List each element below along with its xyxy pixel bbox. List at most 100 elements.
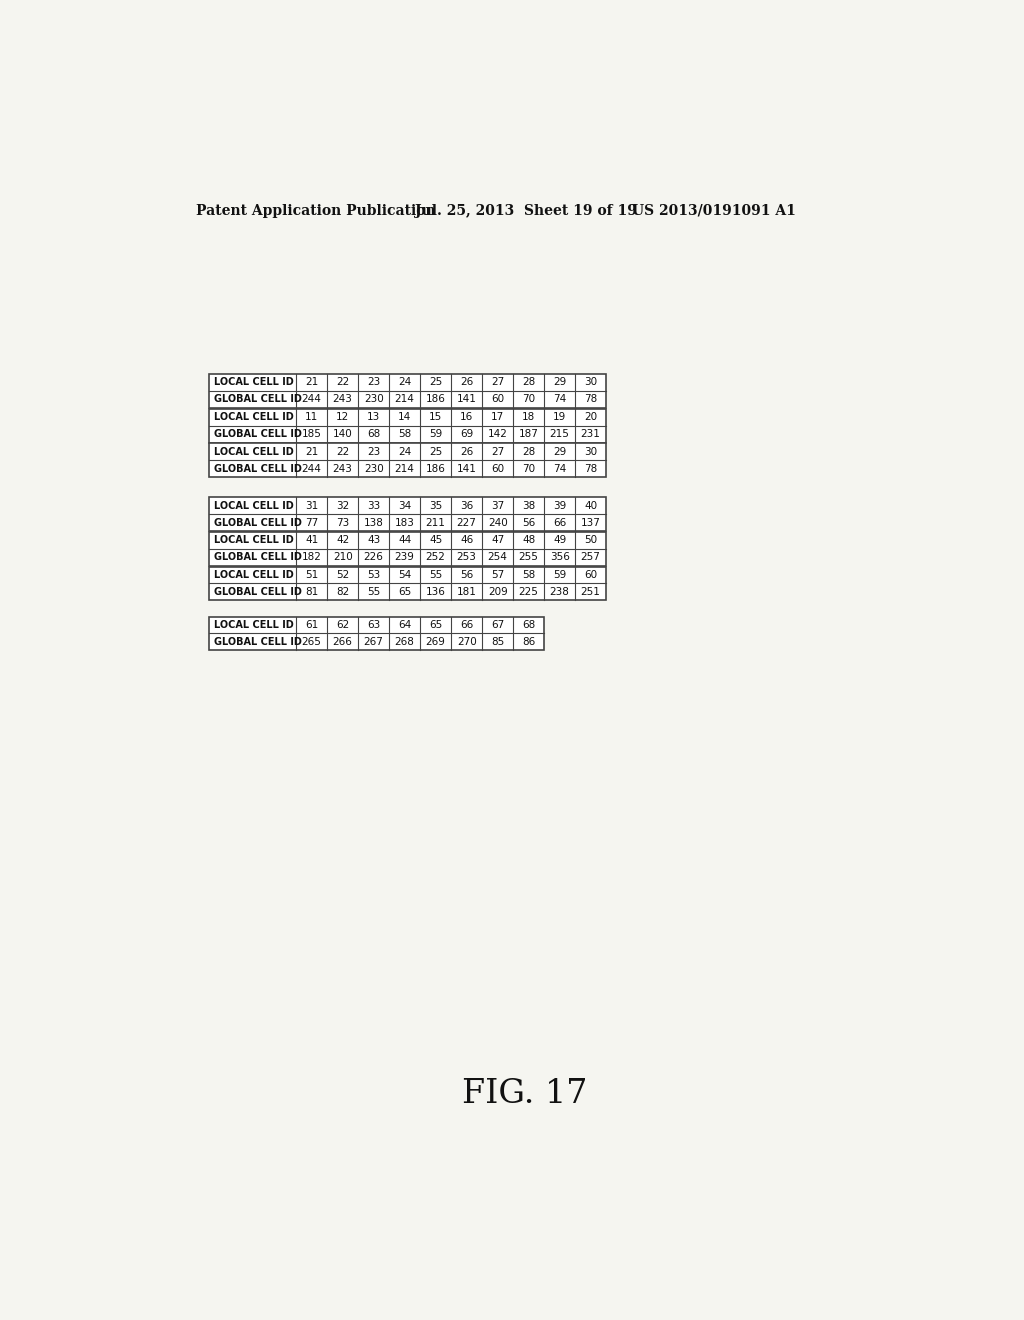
Text: 230: 230 xyxy=(364,395,384,404)
Text: 19: 19 xyxy=(553,412,566,422)
Text: 38: 38 xyxy=(522,500,536,511)
Text: GLOBAL CELL ID: GLOBAL CELL ID xyxy=(214,429,302,440)
Text: 141: 141 xyxy=(457,395,476,404)
Text: GLOBAL CELL ID: GLOBAL CELL ID xyxy=(214,552,302,562)
Text: 251: 251 xyxy=(581,587,601,597)
Text: 252: 252 xyxy=(426,552,445,562)
Text: 50: 50 xyxy=(584,536,597,545)
Text: 257: 257 xyxy=(581,552,601,562)
Text: 86: 86 xyxy=(522,638,536,647)
Text: 48: 48 xyxy=(522,536,536,545)
Text: 85: 85 xyxy=(492,638,504,647)
Text: GLOBAL CELL ID: GLOBAL CELL ID xyxy=(214,517,302,528)
Text: 27: 27 xyxy=(492,446,504,457)
Text: 225: 225 xyxy=(519,587,539,597)
Text: 23: 23 xyxy=(367,446,380,457)
Text: GLOBAL CELL ID: GLOBAL CELL ID xyxy=(214,463,302,474)
Text: LOCAL CELL ID: LOCAL CELL ID xyxy=(214,620,294,630)
Text: 211: 211 xyxy=(426,517,445,528)
Text: 24: 24 xyxy=(398,446,412,457)
Text: LOCAL CELL ID: LOCAL CELL ID xyxy=(214,412,294,422)
Text: 141: 141 xyxy=(457,463,476,474)
Text: 238: 238 xyxy=(550,587,569,597)
Text: 68: 68 xyxy=(522,620,536,630)
Text: 70: 70 xyxy=(522,395,536,404)
Text: LOCAL CELL ID: LOCAL CELL ID xyxy=(214,570,294,579)
Text: US 2013/0191091 A1: US 2013/0191091 A1 xyxy=(632,203,796,218)
Text: 253: 253 xyxy=(457,552,476,562)
Text: 215: 215 xyxy=(550,429,569,440)
Text: 77: 77 xyxy=(305,517,318,528)
Text: 64: 64 xyxy=(398,620,412,630)
Text: 25: 25 xyxy=(429,378,442,388)
Bar xyxy=(209,374,606,408)
Text: 21: 21 xyxy=(305,446,318,457)
Text: LOCAL CELL ID: LOCAL CELL ID xyxy=(214,378,294,388)
Text: 61: 61 xyxy=(305,620,318,630)
Text: 137: 137 xyxy=(581,517,601,528)
Text: 60: 60 xyxy=(584,570,597,579)
Text: 243: 243 xyxy=(333,395,352,404)
Text: 33: 33 xyxy=(367,500,380,511)
Text: 214: 214 xyxy=(394,395,415,404)
Text: 37: 37 xyxy=(492,500,504,511)
Text: 136: 136 xyxy=(426,587,445,597)
Text: 26: 26 xyxy=(460,446,473,457)
Text: 43: 43 xyxy=(367,536,380,545)
Text: 23: 23 xyxy=(367,378,380,388)
Bar xyxy=(209,532,606,566)
Bar xyxy=(209,444,606,478)
Text: LOCAL CELL ID: LOCAL CELL ID xyxy=(214,536,294,545)
Text: 27: 27 xyxy=(492,378,504,388)
Text: 32: 32 xyxy=(336,500,349,511)
Text: 15: 15 xyxy=(429,412,442,422)
Text: 142: 142 xyxy=(487,429,508,440)
Text: 35: 35 xyxy=(429,500,442,511)
Text: 187: 187 xyxy=(519,429,539,440)
Text: Patent Application Publication: Patent Application Publication xyxy=(197,203,436,218)
Text: 244: 244 xyxy=(302,395,322,404)
Text: 52: 52 xyxy=(336,570,349,579)
Text: Jul. 25, 2013  Sheet 19 of 19: Jul. 25, 2013 Sheet 19 of 19 xyxy=(415,203,637,218)
Text: 17: 17 xyxy=(492,412,504,422)
Text: 51: 51 xyxy=(305,570,318,579)
Text: 243: 243 xyxy=(333,463,352,474)
Text: 41: 41 xyxy=(305,536,318,545)
Text: 11: 11 xyxy=(305,412,318,422)
Text: 230: 230 xyxy=(364,463,384,474)
Text: 65: 65 xyxy=(398,587,412,597)
Text: 60: 60 xyxy=(492,395,504,404)
Text: 78: 78 xyxy=(584,463,597,474)
Text: 24: 24 xyxy=(398,378,412,388)
Text: 67: 67 xyxy=(492,620,504,630)
Text: 183: 183 xyxy=(394,517,415,528)
Text: 185: 185 xyxy=(302,429,322,440)
Text: 268: 268 xyxy=(394,638,415,647)
Bar xyxy=(209,616,544,651)
Text: 138: 138 xyxy=(364,517,384,528)
Text: 16: 16 xyxy=(460,412,473,422)
Text: GLOBAL CELL ID: GLOBAL CELL ID xyxy=(214,395,302,404)
Text: 53: 53 xyxy=(367,570,380,579)
Text: 29: 29 xyxy=(553,378,566,388)
Text: 55: 55 xyxy=(367,587,380,597)
Text: 49: 49 xyxy=(553,536,566,545)
Text: 22: 22 xyxy=(336,378,349,388)
Text: 60: 60 xyxy=(492,463,504,474)
Text: 356: 356 xyxy=(550,552,569,562)
Text: 209: 209 xyxy=(487,587,508,597)
Text: 186: 186 xyxy=(426,395,445,404)
Text: 210: 210 xyxy=(333,552,352,562)
Text: 267: 267 xyxy=(364,638,384,647)
Text: 56: 56 xyxy=(522,517,536,528)
Text: 65: 65 xyxy=(429,620,442,630)
Text: 63: 63 xyxy=(367,620,380,630)
Text: LOCAL CELL ID: LOCAL CELL ID xyxy=(214,446,294,457)
Text: 239: 239 xyxy=(394,552,415,562)
Text: 26: 26 xyxy=(460,378,473,388)
Text: 39: 39 xyxy=(553,500,566,511)
Text: 66: 66 xyxy=(460,620,473,630)
Text: 226: 226 xyxy=(364,552,384,562)
Text: 227: 227 xyxy=(457,517,476,528)
Text: 73: 73 xyxy=(336,517,349,528)
